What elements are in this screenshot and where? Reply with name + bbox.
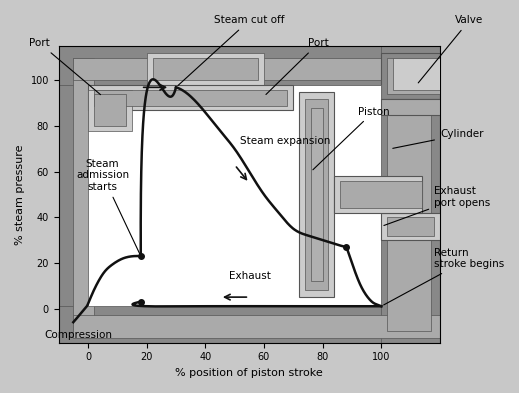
Bar (88, 90, 132, 130)
Text: Cylinder: Cylinder (393, 129, 483, 148)
Text: Piston: Piston (313, 107, 389, 170)
Bar (299, 92, 334, 297)
Bar (393, 58, 440, 90)
Bar (387, 58, 431, 331)
Text: Port: Port (266, 38, 329, 94)
Text: Exhaust
port opens: Exhaust port opens (384, 186, 490, 226)
Text: Steam cut off: Steam cut off (178, 15, 284, 85)
Bar (311, 108, 323, 281)
Bar (305, 99, 329, 290)
Bar (334, 176, 422, 213)
Bar (88, 85, 381, 306)
Bar (59, 46, 469, 85)
Bar (94, 94, 126, 126)
Bar (340, 181, 422, 208)
X-axis label: % position of piston stroke: % position of piston stroke (175, 368, 323, 378)
Bar (147, 53, 264, 85)
Bar (381, 213, 440, 240)
Bar (387, 217, 434, 235)
Bar (59, 46, 94, 343)
Text: Steam
admission
starts: Steam admission starts (76, 159, 140, 253)
Bar (381, 46, 440, 343)
Bar (88, 85, 293, 110)
Text: Return
stroke begins: Return stroke begins (384, 248, 504, 305)
Bar (73, 58, 455, 81)
Text: Compression: Compression (44, 330, 112, 340)
Y-axis label: % steam pressure: % steam pressure (15, 144, 25, 245)
Text: Port: Port (29, 38, 101, 95)
Bar (73, 315, 455, 338)
Bar (381, 99, 440, 115)
Text: Steam expansion: Steam expansion (240, 136, 331, 146)
Text: Valve: Valve (418, 15, 483, 83)
Bar (153, 58, 258, 81)
Bar (94, 90, 288, 106)
Bar (387, 58, 446, 94)
Text: Exhaust: Exhaust (229, 271, 270, 281)
Bar (381, 53, 455, 99)
Bar (73, 58, 94, 331)
Bar (59, 306, 469, 343)
